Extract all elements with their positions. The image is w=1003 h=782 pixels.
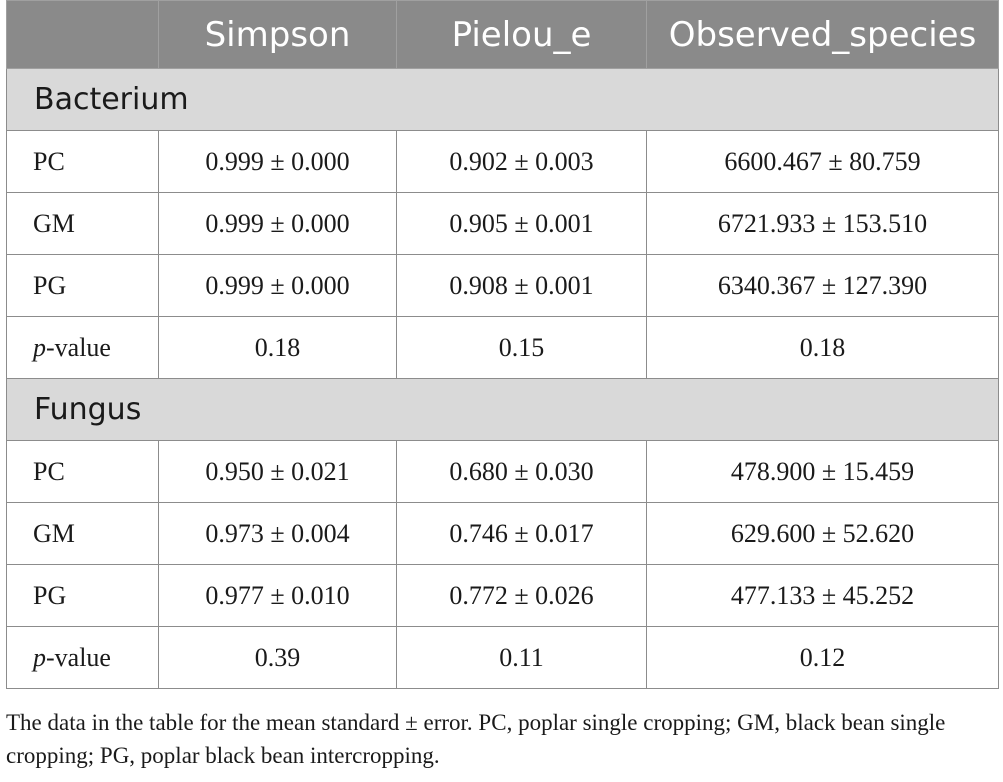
table-cell: 0.999 ± 0.000 [158,130,397,193]
table-row: PG 0.977 ± 0.010 0.772 ± 0.026 477.133 ± 45… [6,564,999,627]
row-label: p-value [6,626,159,689]
table-cell: 0.902 ± 0.003 [396,130,647,193]
row-label-text: PG [33,270,67,300]
header-cell-simpson: Simpson [158,0,397,69]
table-cell: 6340.367 ± 127.390 [646,254,999,317]
table-cell: 477.133 ± 45.252 [646,564,999,627]
table-caption: The data in the table for the mean stand… [6,710,946,768]
row-label-text: GM [33,208,75,238]
table-cell: 0.18 [646,316,999,379]
table-cell: 0.905 ± 0.001 [396,192,647,255]
group-label: Bacterium [6,68,999,131]
table-cell: 629.600 ± 52.620 [646,502,999,565]
header-row: Simpson Pielou_e Observed_species [6,0,999,69]
table-container: Simpson Pielou_e Observed_species Bacter… [6,0,999,689]
row-label-italic: p [33,642,46,672]
table-cell: 0.950 ± 0.021 [158,440,397,503]
table-row: GM 0.999 ± 0.000 0.905 ± 0.001 6721.933 ± 1… [6,192,999,255]
group-row: Fungus [6,378,999,441]
table-cell: 0.746 ± 0.017 [396,502,647,565]
table-cell: 0.999 ± 0.000 [158,254,397,317]
row-label-italic: p [33,332,46,362]
group-row: Bacterium [6,68,999,131]
row-label-text: PC [33,456,65,486]
row-label: PG [6,564,159,627]
header-cell-pielou: Pielou_e [396,0,647,69]
row-label: PG [6,254,159,317]
table-row: PC 0.950 ± 0.021 0.680 ± 0.030 478.900 ± 15… [6,440,999,503]
table-row: GM 0.973 ± 0.004 0.746 ± 0.017 629.600 ± 52… [6,502,999,565]
row-label: GM [6,192,159,255]
table-cell: 0.977 ± 0.010 [158,564,397,627]
table-body: Bacterium PC 0.999 ± 0.000 0.902 ± 0.003 660… [6,68,999,689]
table-cell: 6721.933 ± 153.510 [646,192,999,255]
table-row: PG 0.999 ± 0.000 0.908 ± 0.001 6340.367 ± 1… [6,254,999,317]
table-row: p-value 0.39 0.11 0.12 [6,626,999,689]
row-label: PC [6,440,159,503]
header-cell-observed-species: Observed_species [646,0,999,69]
table-cell: 6600.467 ± 80.759 [646,130,999,193]
table-cell: 0.11 [396,626,647,689]
row-label-text: -value [46,642,111,672]
table-cell: 0.908 ± 0.001 [396,254,647,317]
row-label: PC [6,130,159,193]
row-label: GM [6,502,159,565]
table-cell: 478.900 ± 15.459 [646,440,999,503]
group-label: Fungus [6,378,999,441]
table-cell: 0.973 ± 0.004 [158,502,397,565]
row-label-text: -value [46,332,111,362]
table-cell: 0.15 [396,316,647,379]
header-cell [6,0,159,69]
table-cell: 0.18 [158,316,397,379]
table-cell: 0.680 ± 0.030 [396,440,647,503]
diversity-table: Simpson Pielou_e Observed_species Bacter… [6,0,999,689]
table-cell: 0.39 [158,626,397,689]
row-label-text: PC [33,146,65,176]
table-cell: 0.772 ± 0.026 [396,564,647,627]
row-label: p-value [6,316,159,379]
row-label-text: GM [33,518,75,548]
table-cell: 0.12 [646,626,999,689]
row-label-text: PG [33,580,67,610]
table-row: p-value 0.18 0.15 0.18 [6,316,999,379]
table-cell: 0.999 ± 0.000 [158,192,397,255]
table-row: PC 0.999 ± 0.000 0.902 ± 0.003 6600.467 ± 8… [6,130,999,193]
